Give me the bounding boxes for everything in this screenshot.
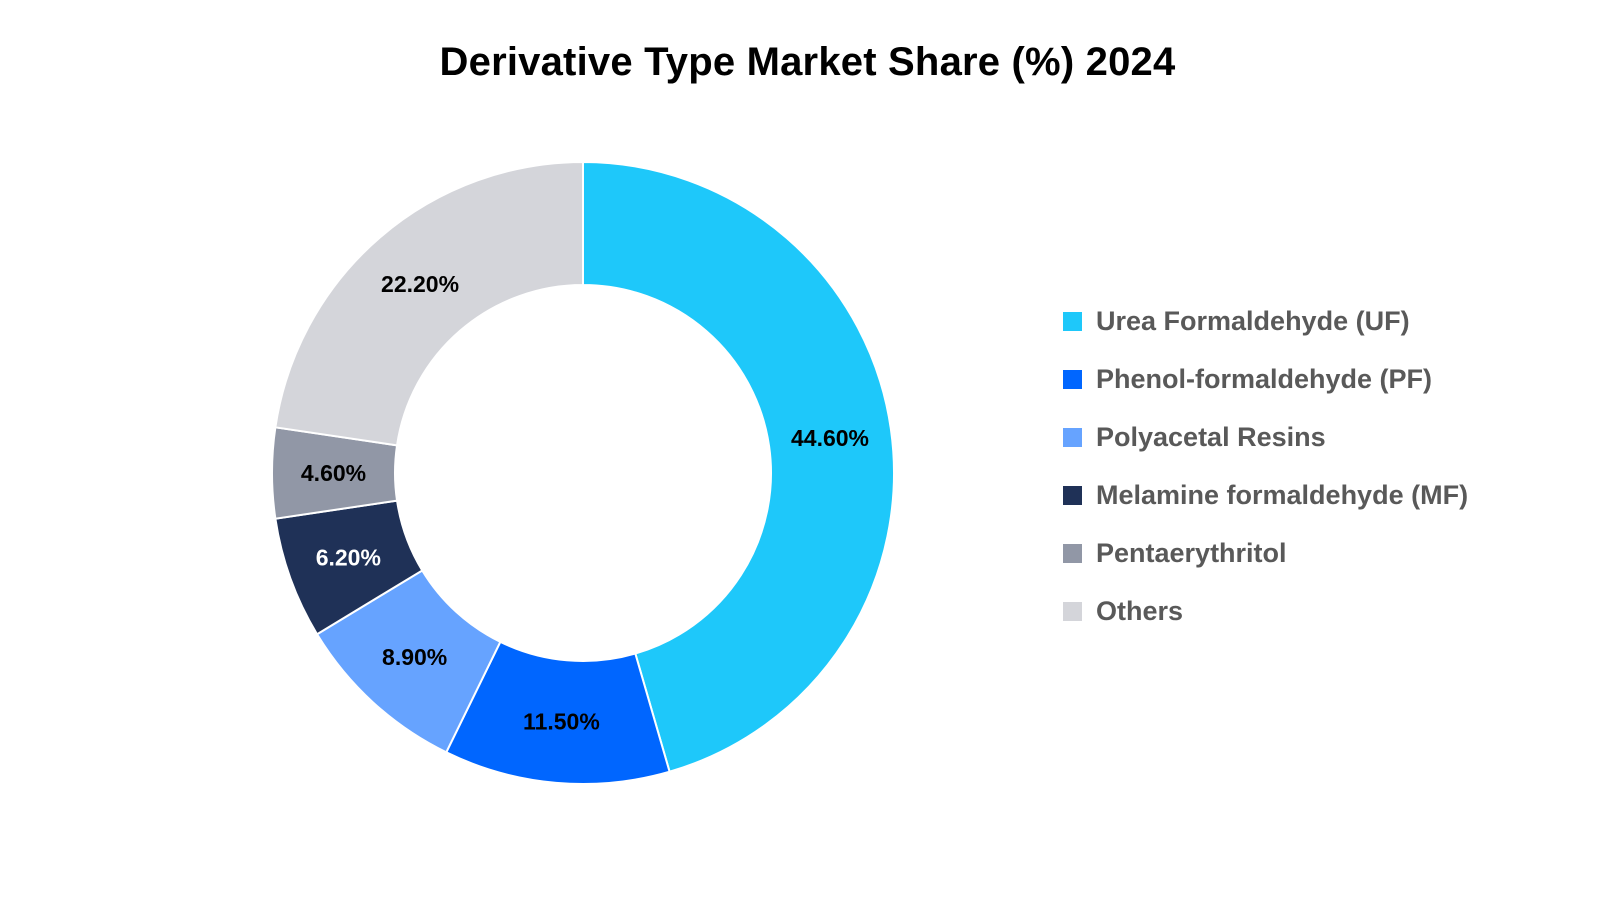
legend-label: Pentaerythritol (1096, 537, 1287, 568)
legend-item-urea-formaldehyde-uf: Urea Formaldehyde (UF) (1063, 292, 1468, 350)
legend-item-melamine-formaldehyde-mf: Melamine formaldehyde (MF) (1063, 466, 1468, 524)
legend-swatch (1063, 601, 1082, 621)
data-label-pentaerythritol: 4.60% (301, 460, 366, 486)
legend-swatch (1063, 369, 1082, 389)
data-label-melamine-formaldehyde-mf: 6.20% (316, 545, 381, 571)
legend-swatch (1063, 485, 1082, 505)
data-label-urea-formaldehyde-uf: 44.60% (791, 425, 869, 451)
legend-item-phenol-formaldehyde-pf: Phenol-formaldehyde (PF) (1063, 350, 1468, 408)
legend-item-polyacetal-resins: Polyacetal Resins (1063, 408, 1468, 466)
chart-title: Derivative Type Market Share (%) 2024 (439, 40, 1176, 84)
data-label-others: 22.20% (381, 271, 459, 297)
donut-slice-labels: 44.60% 11.50% 8.90% 6.20% 4.60% 22.20% (301, 271, 869, 735)
legend-label: Polyacetal Resins (1096, 421, 1326, 452)
legend-swatch (1063, 311, 1082, 331)
data-label-phenol-formaldehyde-pf: 11.50% (523, 709, 600, 735)
legend-label: Urea Formaldehyde (UF) (1096, 305, 1410, 336)
legend-swatch (1063, 427, 1082, 447)
slice-others (274, 160, 584, 447)
legend-label: Others (1096, 595, 1184, 626)
data-label-polyacetal-resins: 8.90% (382, 644, 447, 670)
legend-label: Melamine formaldehyde (MF) (1096, 479, 1469, 510)
legend-item-others: Others (1063, 582, 1468, 640)
legend-label: Phenol-formaldehyde (PF) (1096, 363, 1433, 394)
slice-urea-formaldehyde-uf (582, 160, 895, 773)
chart-legend: Urea Formaldehyde (UF) Phenol-formaldehyd… (1063, 292, 1468, 640)
legend-item-pentaerythritol: Pentaerythritol (1063, 524, 1468, 582)
legend-swatch (1063, 543, 1082, 563)
donut-slices (271, 160, 895, 785)
